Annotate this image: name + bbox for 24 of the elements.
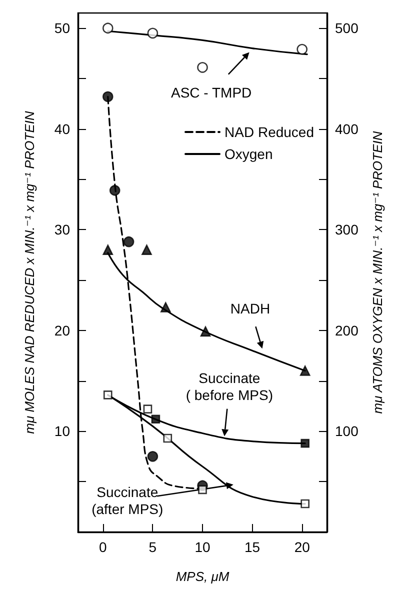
- legend-label: NAD Reduced: [224, 124, 314, 140]
- x-tick-label: 15: [244, 539, 260, 555]
- y-tick-label: 40: [54, 120, 70, 137]
- y2-tick-label: 300: [335, 222, 359, 238]
- y-tick-label: 50: [54, 20, 70, 36]
- x-tick-label: 5: [148, 539, 157, 555]
- y-tick-label: 10: [54, 423, 70, 440]
- y-tick-label: 20: [54, 322, 70, 338]
- legend-label: Oxygen: [224, 146, 273, 162]
- y-tick-label: 30: [54, 222, 70, 238]
- y2-axis-title: mμ ATOMS OXYGEN x MIN.⁻¹ x mg⁻¹ PROTEIN: [370, 130, 385, 414]
- x-tick-label: 0: [99, 539, 107, 555]
- annotation: Succinate ( before MPS): [186, 370, 273, 403]
- x-tick-label: 20: [294, 539, 310, 555]
- annotation: ASC - TMPD: [170, 84, 252, 100]
- y-axis-title: mμ MOLES NAD REDUCED x MIN.⁻¹ x mg⁻¹ PROTEIN: [22, 110, 37, 434]
- annotation: Succinate (after MPS): [92, 484, 164, 518]
- y2-tick-label: 500: [335, 20, 359, 36]
- y2-tick-label: 200: [335, 322, 359, 338]
- x-axis-title: MPS, μM: [176, 569, 230, 584]
- y2-tick-label: 400: [335, 120, 359, 137]
- annotation: NADH: [230, 300, 270, 317]
- y2-tick-label: 100: [335, 423, 359, 440]
- x-tick-label: 10: [194, 539, 210, 555]
